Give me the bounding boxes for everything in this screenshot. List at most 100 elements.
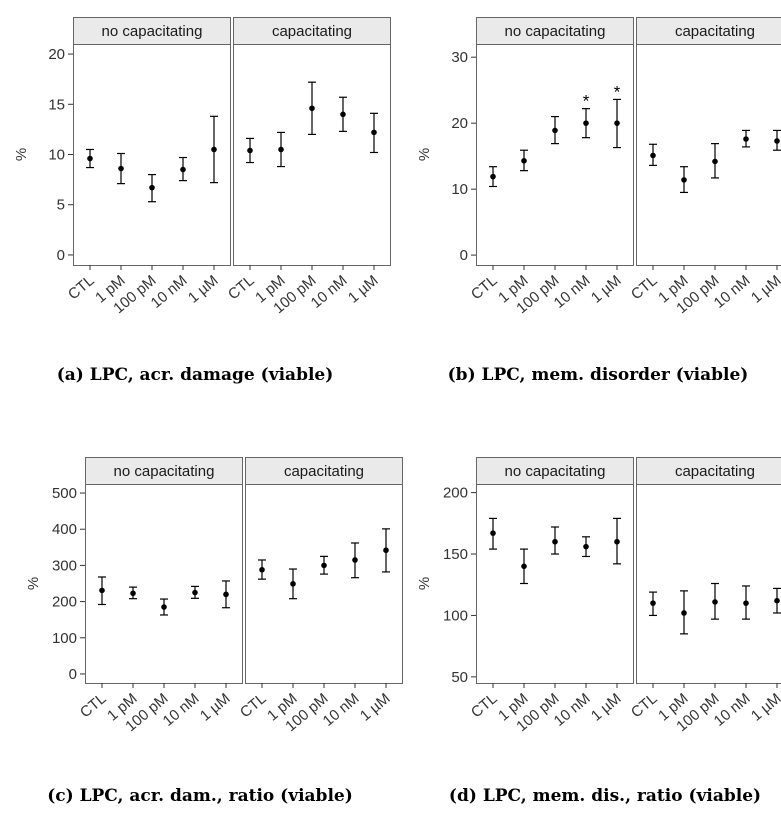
strip-label: no capacitating [102, 23, 203, 40]
x-tick-label: CTL [628, 690, 661, 721]
plot-panel [245, 484, 403, 684]
plot-panel [476, 44, 634, 266]
y-tick-label: 10 [48, 147, 65, 164]
data-point [383, 547, 389, 554]
data-point [118, 165, 124, 172]
x-tick-label: CTL [468, 272, 501, 303]
x-tick-label: 1 µM [588, 690, 625, 725]
data-point [712, 158, 718, 165]
data-point [681, 610, 687, 616]
x-tick-label: CTL [225, 272, 258, 303]
data-point [614, 538, 620, 545]
strip-label: capacitating [675, 23, 755, 40]
x-tick-label: 1 µM [197, 690, 234, 725]
data-point [321, 562, 327, 569]
y-tick-label: 30 [451, 49, 468, 66]
strip-header [85, 457, 243, 485]
data-point [87, 155, 93, 162]
data-point [712, 599, 718, 605]
data-point [521, 563, 527, 570]
data-point [614, 120, 620, 126]
y-tick-label: 10 [451, 181, 468, 198]
y-tick-label: 200 [443, 485, 468, 502]
data-point [743, 136, 749, 142]
data-point [552, 127, 558, 134]
x-tick-label: 1 µM [588, 272, 625, 307]
strip-label: capacitating [272, 23, 352, 40]
strip-header [636, 17, 781, 45]
plot-panel [73, 44, 231, 266]
x-tick-label: 1 µM [345, 272, 382, 307]
y-tick-label: 20 [48, 46, 65, 63]
data-point [583, 543, 589, 550]
y-axis-label: % [416, 148, 433, 161]
y-tick-label: 200 [52, 594, 77, 611]
y-tick-label: 50 [451, 669, 468, 686]
strip-label: no capacitating [114, 463, 215, 480]
data-point [192, 589, 198, 596]
data-point [223, 591, 229, 598]
data-point [352, 557, 358, 563]
x-tick-label: 10 nM [551, 272, 594, 312]
y-tick-label: 400 [52, 521, 77, 538]
y-tick-label: 150 [443, 546, 468, 563]
data-point [743, 600, 749, 606]
data-point [309, 105, 315, 112]
y-tick-label: 20 [451, 115, 468, 132]
data-point [247, 147, 253, 154]
y-tick-label: 0 [69, 666, 77, 683]
y-axis-label: % [13, 148, 30, 161]
chart-caption: (b) LPC, mem. disorder (viable) [448, 365, 749, 385]
y-axis-label: % [25, 577, 42, 590]
strip-header [73, 17, 231, 45]
x-tick-label: CTL [65, 272, 98, 303]
x-tick-label: 10 nM [711, 272, 754, 312]
x-tick-label: CTL [77, 690, 110, 721]
data-point [161, 604, 167, 610]
y-tick-label: 500 [52, 485, 77, 502]
x-tick-label: CTL [468, 690, 501, 721]
chart-caption: (c) LPC, acr. dam., ratio (viable) [47, 786, 353, 806]
x-tick-label: 10 nM [711, 690, 754, 730]
strip-header [245, 457, 403, 485]
data-point [490, 173, 496, 180]
data-point [99, 587, 105, 594]
data-point [650, 152, 656, 159]
strip-header [233, 17, 391, 45]
data-point [340, 111, 346, 118]
data-point [681, 177, 687, 183]
data-point [774, 597, 780, 604]
x-tick-label: 10 nM [160, 690, 203, 730]
strip-header [636, 457, 781, 485]
x-tick-label: CTL [237, 690, 270, 721]
y-tick-label: 300 [52, 557, 77, 574]
data-point [583, 120, 589, 126]
x-tick-label: 1 µM [185, 272, 222, 307]
y-tick-label: 15 [48, 96, 65, 113]
x-tick-label: 10 nM [320, 690, 363, 730]
y-tick-label: 100 [443, 607, 468, 624]
data-point [290, 581, 296, 587]
x-tick-label: CTL [628, 272, 661, 303]
plot-panel [85, 484, 243, 684]
y-tick-label: 5 [57, 197, 65, 214]
data-point [259, 566, 265, 573]
plot-panel [476, 484, 634, 684]
x-tick-label: 1 µM [748, 272, 781, 307]
strip-label: no capacitating [505, 23, 606, 40]
data-point [774, 138, 780, 144]
data-point [149, 184, 155, 191]
x-tick-label: 10 nM [148, 272, 191, 312]
data-point [490, 530, 496, 536]
data-point [521, 157, 527, 164]
strip-label: capacitating [675, 463, 755, 480]
x-tick-label: 1 µM [748, 690, 781, 725]
data-point [371, 129, 377, 136]
y-tick-label: 100 [52, 630, 77, 647]
y-tick-label: 0 [57, 247, 65, 264]
x-tick-label: 10 nM [308, 272, 351, 312]
